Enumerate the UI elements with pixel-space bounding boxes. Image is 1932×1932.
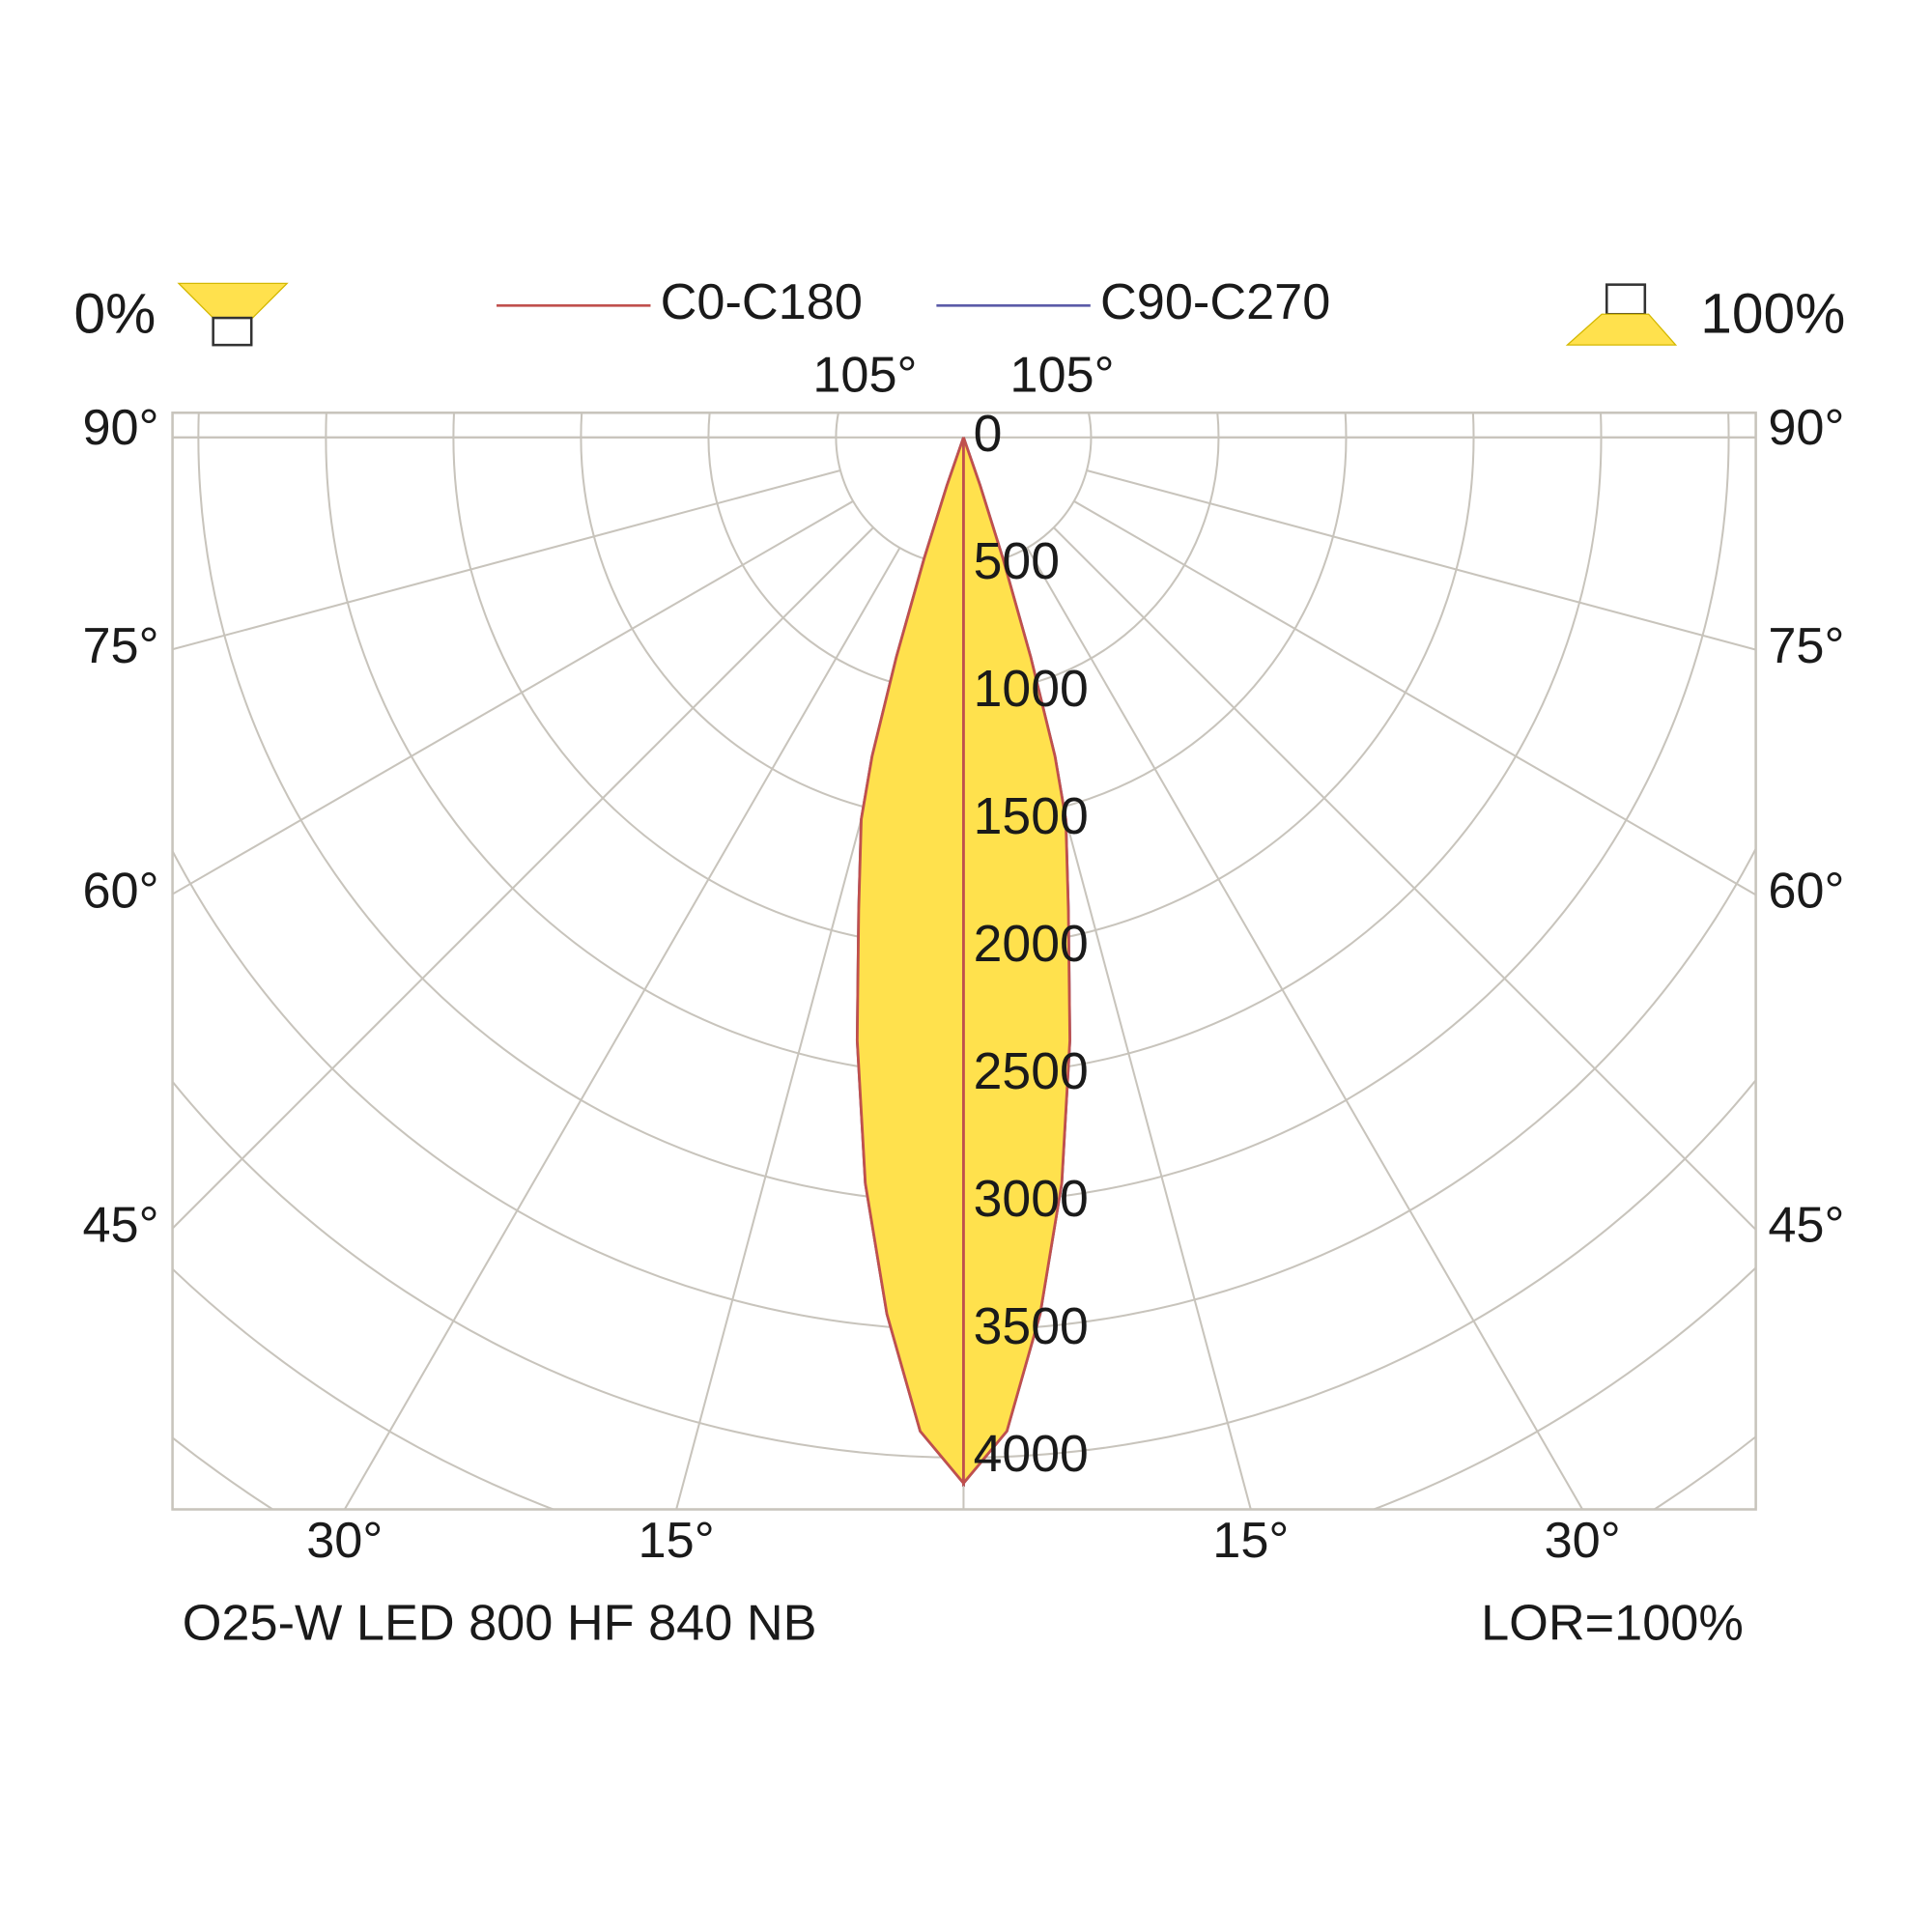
angle-tick-label: 30°: [306, 1513, 383, 1569]
r-tick-label: 3000: [974, 1171, 1089, 1228]
angle-tick-label: 75°: [1768, 618, 1844, 674]
angle-tick-label: 105°: [812, 347, 917, 403]
r-tick-label: 1000: [974, 661, 1089, 718]
radial-line: [1053, 526, 1756, 1232]
angle-tick-label: 60°: [1768, 863, 1844, 919]
upward-icon: [1565, 313, 1678, 346]
legend-label: C90-C270: [1100, 274, 1330, 330]
radial-line: [1026, 547, 1584, 1510]
angle-tick-label: 60°: [82, 863, 158, 919]
angle-tick-label: 90°: [1768, 400, 1844, 456]
angle-tick-label: 45°: [1768, 1197, 1844, 1253]
angle-tick-label: 15°: [1212, 1513, 1289, 1569]
curves: [855, 437, 1071, 1488]
radial-line: [1073, 499, 1756, 896]
intensity-curve: [962, 437, 1071, 1488]
upward-icon-box: [1605, 283, 1647, 316]
r-tick-label: 0: [974, 406, 1003, 463]
r-tick-label: 1500: [974, 788, 1089, 845]
radial-line: [343, 547, 901, 1510]
radial-line: [172, 499, 854, 895]
downward-icon-box: [212, 316, 253, 347]
r-tick-label: 2500: [974, 1043, 1089, 1100]
r-tick-label: 3500: [974, 1298, 1089, 1355]
radial-line: [172, 526, 874, 1231]
upward-label: 100%: [1700, 283, 1845, 346]
footer-left: O25-W LED 800 HF 840 NB: [183, 1595, 817, 1651]
intensity-curve: [855, 437, 965, 1488]
angle-tick-label: 15°: [639, 1513, 715, 1569]
angle-tick-label: 105°: [1009, 347, 1114, 403]
r-tick-label: 4000: [974, 1426, 1089, 1483]
angle-tick-label: 45°: [82, 1197, 158, 1253]
downward-label: 0%: [74, 283, 156, 346]
footer-right: LOR=100%: [1481, 1595, 1744, 1651]
radial-line: [1086, 469, 1756, 651]
r-tick-label: 2000: [974, 916, 1089, 973]
plot-frame: [171, 412, 1757, 1511]
angle-tick-label: 90°: [82, 400, 158, 456]
angle-tick-label: 30°: [1545, 1513, 1621, 1569]
angle-tick-label: 75°: [82, 618, 158, 674]
labels: 0 500 1000 1500 2000 2500 3000 3500 4000 105° 105°…: [82, 274, 1844, 1569]
legend-label: C0-C180: [661, 274, 863, 330]
radial-line: [172, 469, 841, 651]
r-tick-label: 500: [974, 533, 1060, 590]
